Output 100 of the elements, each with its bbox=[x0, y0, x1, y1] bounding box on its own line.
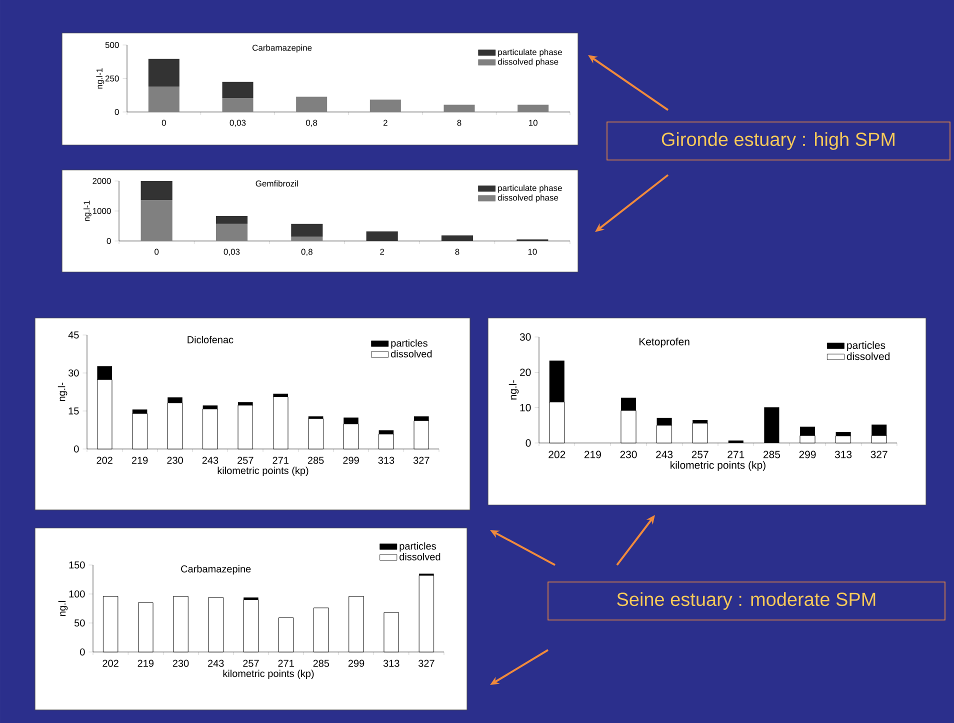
y-tick-label: 1000 bbox=[92, 208, 111, 214]
x-tick-label: 313 bbox=[378, 456, 394, 464]
x-axis-title: kilometric points (kp) bbox=[670, 461, 766, 471]
bar bbox=[140, 200, 172, 241]
x-tick-label: 0 bbox=[162, 120, 166, 126]
bar bbox=[140, 180, 172, 200]
bar bbox=[296, 96, 328, 112]
legend-label: dissolved phase bbox=[498, 194, 558, 202]
x-tick-label: 327 bbox=[413, 456, 430, 464]
x-tick-label: 0,03 bbox=[230, 120, 246, 127]
chart-title: Carbamazepine bbox=[181, 565, 251, 574]
y-tick-label: 2000 bbox=[92, 178, 111, 184]
x-tick-label: 243 bbox=[656, 450, 673, 458]
x-tick-label: 285 bbox=[313, 660, 330, 667]
y-axis-title: ng.l bbox=[58, 601, 68, 616]
y-tick-label: 0 bbox=[526, 439, 531, 447]
x-tick-label: 219 bbox=[132, 456, 148, 464]
bar bbox=[291, 236, 323, 241]
y-axis-title: ng.l-1 bbox=[84, 200, 92, 222]
x-tick-label: 313 bbox=[834, 450, 852, 458]
x-tick-label: 2 bbox=[383, 120, 388, 126]
y-tick-label: 100 bbox=[69, 590, 85, 598]
x-tick-label: 243 bbox=[208, 660, 224, 667]
y-tick-label: 30 bbox=[68, 369, 79, 377]
x-tick-label: 299 bbox=[343, 456, 359, 464]
bar bbox=[148, 58, 180, 87]
x-tick-label: 202 bbox=[96, 456, 112, 464]
x-tick-label: 299 bbox=[799, 450, 816, 458]
bar bbox=[518, 104, 549, 112]
x-tick-label: 257 bbox=[692, 450, 708, 458]
y-tick-label: 0 bbox=[106, 238, 111, 244]
legend-label: particulate phase bbox=[498, 48, 562, 57]
x-tick-label: 327 bbox=[870, 450, 888, 458]
x-tick-label: 0,03 bbox=[224, 248, 240, 256]
x-tick-label: 285 bbox=[763, 450, 780, 458]
legend-label: dissolved bbox=[400, 553, 440, 560]
y-tick-label: 15 bbox=[68, 407, 79, 414]
y-tick-label: 150 bbox=[69, 561, 85, 569]
legend-label: particles bbox=[400, 542, 436, 552]
x-tick-label: 2 bbox=[380, 248, 384, 255]
x-tick-label: 219 bbox=[138, 660, 154, 667]
y-tick-label: 10 bbox=[520, 404, 531, 412]
chart-title: Ketoprofen bbox=[639, 338, 690, 348]
x-tick-label: 202 bbox=[548, 450, 566, 458]
y-axis-title: ng.l-1 bbox=[96, 68, 104, 89]
y-tick-label: 500 bbox=[105, 42, 119, 48]
bar bbox=[216, 224, 248, 241]
legend-label: particles bbox=[847, 341, 886, 352]
y-axis-title: ng.l- bbox=[508, 380, 519, 400]
x-tick-label: 0 bbox=[154, 248, 159, 255]
bar bbox=[222, 98, 254, 112]
x-tick-label: 219 bbox=[584, 450, 601, 458]
x-tick-label: 230 bbox=[620, 450, 637, 458]
x-tick-label: 10 bbox=[529, 120, 538, 126]
chart-title: Carbamazepine bbox=[252, 44, 312, 52]
chart-title: Gemfibrozil bbox=[256, 180, 298, 187]
x-tick-label: 271 bbox=[272, 456, 288, 464]
x-tick-label: 313 bbox=[383, 660, 400, 667]
x-tick-label: 230 bbox=[167, 456, 183, 464]
x-tick-label: 8 bbox=[457, 120, 462, 126]
bar bbox=[366, 231, 398, 241]
x-tick-label: 10 bbox=[528, 248, 537, 255]
x-tick-label: 0,8 bbox=[301, 248, 312, 256]
legend-label: dissolved bbox=[391, 350, 432, 358]
x-tick-label: 271 bbox=[728, 450, 744, 458]
y-tick-label: 30 bbox=[520, 333, 531, 341]
legend-label: dissolved bbox=[846, 352, 890, 360]
y-axis-title: ng.l- bbox=[58, 382, 68, 402]
x-axis-title: kilometric points (kp) bbox=[218, 466, 308, 476]
y-tick-label: 50 bbox=[74, 619, 85, 627]
bar bbox=[291, 224, 323, 237]
y-tick-label: 20 bbox=[520, 368, 531, 376]
bar bbox=[148, 86, 180, 112]
text: Gironde estuary : high SPM bbox=[662, 132, 894, 150]
chart-title: Diclofenac bbox=[188, 336, 234, 344]
x-tick-label: 0,8 bbox=[306, 120, 318, 127]
y-tick-label: 250 bbox=[105, 75, 119, 82]
bar bbox=[370, 100, 401, 112]
x-tick-label: 230 bbox=[172, 660, 189, 667]
x-tick-label: 327 bbox=[418, 660, 434, 667]
x-tick-label: 257 bbox=[243, 660, 259, 667]
bar bbox=[441, 235, 474, 241]
x-tick-label: 285 bbox=[308, 456, 324, 464]
legend-label: particulate phase bbox=[498, 184, 562, 193]
legend-label: particles bbox=[391, 339, 428, 349]
x-tick-label: 8 bbox=[455, 248, 460, 255]
y-tick-label: 0 bbox=[74, 445, 79, 453]
bar bbox=[444, 104, 475, 112]
x-tick-label: 243 bbox=[202, 456, 218, 464]
x-axis-title: kilometric points (kp) bbox=[223, 670, 314, 680]
x-tick-label: 271 bbox=[278, 660, 294, 667]
text: Seine estuary : moderate SPM bbox=[617, 592, 876, 610]
bar bbox=[222, 82, 254, 98]
y-tick-label: 0 bbox=[114, 108, 119, 115]
x-tick-label: 257 bbox=[238, 456, 254, 464]
x-tick-label: 299 bbox=[348, 660, 364, 667]
legend-label: dissolved phase bbox=[498, 58, 558, 66]
bar bbox=[216, 216, 248, 224]
x-tick-label: 202 bbox=[102, 660, 118, 667]
y-tick-label: 0 bbox=[80, 648, 85, 656]
